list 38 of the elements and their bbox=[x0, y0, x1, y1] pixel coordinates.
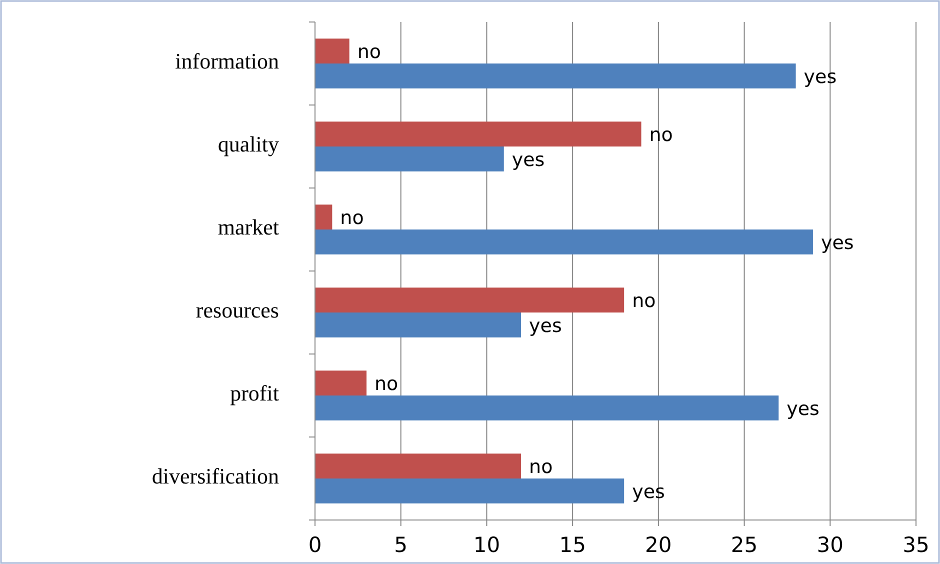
series-label: no bbox=[357, 41, 382, 64]
bar bbox=[315, 454, 522, 478]
y-tick-label: market bbox=[218, 214, 279, 240]
text: yes bbox=[512, 148, 545, 171]
y-tick-label: profit bbox=[230, 380, 279, 406]
x-tick-label: 30 bbox=[816, 533, 844, 557]
y-tick-label: resources bbox=[196, 298, 279, 323]
bar bbox=[315, 396, 779, 420]
y-tick-label: diversification bbox=[152, 464, 279, 489]
text: yes bbox=[632, 480, 665, 503]
x-tick-label: 25 bbox=[730, 533, 758, 557]
bar bbox=[315, 38, 350, 64]
bar bbox=[315, 122, 642, 146]
bar bbox=[315, 312, 522, 338]
text: yes bbox=[786, 398, 820, 420]
y-tick-label: information bbox=[175, 48, 279, 74]
bar bbox=[315, 230, 813, 254]
text: no bbox=[374, 373, 398, 396]
text: no bbox=[340, 207, 364, 230]
text: no bbox=[632, 290, 656, 312]
bar bbox=[315, 288, 624, 312]
x-tick-label: 0 bbox=[308, 533, 322, 557]
bar bbox=[315, 146, 504, 172]
y-tick-label: quality bbox=[218, 132, 279, 157]
text: no bbox=[649, 124, 673, 146]
x-tick-label: 10 bbox=[473, 533, 500, 557]
text: yes bbox=[529, 314, 562, 337]
series-label: yes bbox=[804, 66, 837, 88]
bar bbox=[315, 64, 796, 88]
text: no bbox=[529, 456, 553, 478]
x-tick-label: 15 bbox=[559, 533, 586, 557]
bar bbox=[315, 478, 624, 504]
bar bbox=[315, 370, 367, 396]
x-tick-label: 35 bbox=[902, 533, 930, 557]
x-tick-label: 5 bbox=[394, 533, 408, 557]
text: yes bbox=[820, 232, 854, 254]
x-tick-label: 20 bbox=[645, 533, 672, 557]
bar bbox=[315, 204, 332, 230]
